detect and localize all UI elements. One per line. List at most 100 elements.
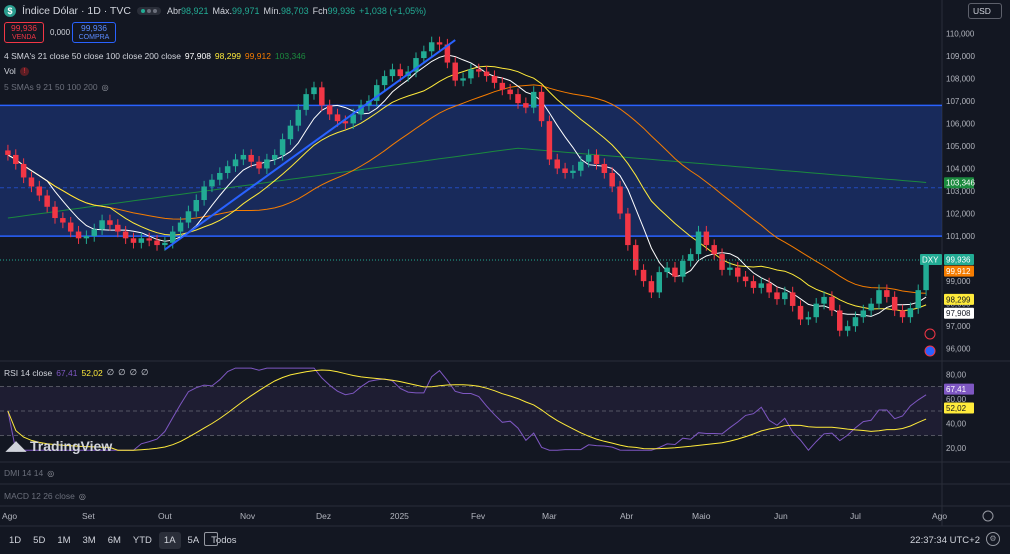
eye-hidden-icon[interactable]: ◎ <box>78 491 86 501</box>
range-button-1a[interactable]: 1A <box>158 532 181 549</box>
candle-body[interactable] <box>491 76 498 83</box>
rsi-tag[interactable] <box>944 402 974 414</box>
us-flag-event-icon[interactable] <box>924 345 936 357</box>
time-axis-settings-icon[interactable] <box>982 510 994 522</box>
candle-body[interactable] <box>923 259 929 291</box>
candle-body[interactable] <box>287 125 294 140</box>
candle-body[interactable] <box>177 222 184 232</box>
candle-body[interactable] <box>609 172 615 187</box>
candle-body[interactable] <box>13 154 19 164</box>
candle-body[interactable] <box>107 220 113 225</box>
candle-body[interactable] <box>852 317 859 327</box>
candle-body[interactable] <box>468 69 474 79</box>
trend-line[interactable] <box>164 39 456 251</box>
price-tag[interactable] <box>944 265 974 277</box>
eye-hidden-icon[interactable]: ◎ <box>101 82 109 92</box>
candle-body[interactable] <box>397 69 404 77</box>
candle-body[interactable] <box>648 281 655 293</box>
alert-event-icon[interactable] <box>924 328 936 340</box>
market-status-dots[interactable] <box>136 7 161 15</box>
candle-body[interactable] <box>915 290 921 309</box>
range-button-5d[interactable]: 5D <box>33 535 46 546</box>
candle-body[interactable] <box>695 231 702 255</box>
candle-body[interactable] <box>625 213 631 246</box>
candle-body[interactable] <box>797 305 804 320</box>
candle-body[interactable] <box>303 94 309 110</box>
candle-body[interactable] <box>350 114 356 124</box>
candle-body[interactable] <box>483 71 490 77</box>
range-button-1d[interactable]: 1D <box>9 535 22 546</box>
price-tag[interactable] <box>944 177 974 189</box>
tradingview-logo[interactable]: ◢◣ TradingView <box>6 438 112 454</box>
candle-body[interactable] <box>719 254 725 270</box>
candle-body[interactable] <box>734 267 741 277</box>
candle-body[interactable] <box>326 105 333 115</box>
price-tag[interactable] <box>944 254 974 266</box>
dxy-tag[interactable] <box>920 254 942 266</box>
candle-body[interactable] <box>899 310 906 318</box>
candle-body[interactable] <box>240 154 247 160</box>
candle-body[interactable] <box>664 267 670 273</box>
candle-body[interactable] <box>83 236 90 239</box>
candle-body[interactable] <box>36 186 43 196</box>
candle-body[interactable] <box>687 254 694 261</box>
candle-body[interactable] <box>750 281 757 288</box>
candle-body[interactable] <box>271 154 278 160</box>
candle-body[interactable] <box>907 308 914 318</box>
candle-body[interactable] <box>868 303 874 311</box>
candle-body[interactable] <box>75 231 82 239</box>
candle-body[interactable] <box>876 290 882 304</box>
sma21-line[interactable] <box>7 54 927 317</box>
candle-body[interactable] <box>515 94 521 104</box>
candle-body[interactable] <box>774 292 780 300</box>
candle-body[interactable] <box>224 166 231 173</box>
candle-body[interactable] <box>311 87 317 95</box>
candle-body[interactable] <box>193 200 200 212</box>
rsi-ma-line[interactable] <box>7 369 927 451</box>
candle-body[interactable] <box>829 296 835 311</box>
candle-body[interactable] <box>115 224 121 232</box>
candle-body[interactable] <box>209 179 215 187</box>
candle-body[interactable] <box>28 177 35 187</box>
alert-icon[interactable]: ! <box>19 66 29 76</box>
candle-body[interactable] <box>452 62 458 81</box>
candle-body[interactable] <box>562 168 568 173</box>
candle-body[interactable] <box>154 240 160 246</box>
candle-body[interactable] <box>185 211 192 223</box>
candle-body[interactable] <box>860 310 867 318</box>
candle-body[interactable] <box>413 58 419 72</box>
candle-body[interactable] <box>122 231 129 239</box>
candle-body[interactable] <box>44 195 50 207</box>
candle-body[interactable] <box>884 290 890 297</box>
range-button-todos[interactable]: Todos <box>211 535 237 546</box>
candle-body[interactable] <box>162 242 168 246</box>
candle-body[interactable] <box>279 139 286 155</box>
candle-body[interactable] <box>805 317 812 320</box>
settings-gear-icon[interactable]: ⚙ <box>986 532 1000 546</box>
range-button-5a[interactable]: 5A <box>187 535 200 546</box>
candle-body[interactable] <box>248 154 254 162</box>
range-button-3m[interactable]: 3M <box>82 535 96 546</box>
candle-body[interactable] <box>476 69 482 72</box>
range-button-ytd[interactable]: YTD <box>132 535 152 546</box>
clock[interactable]: 22:37:34 UTC+2 <box>910 535 980 546</box>
buy-button[interactable]: 99,936 COMPRA <box>72 22 116 43</box>
candle-body[interactable] <box>60 218 66 223</box>
currency-button[interactable]: USD <box>968 3 1002 19</box>
candle-body[interactable] <box>130 238 137 243</box>
candle-body[interactable] <box>789 292 796 306</box>
candle-body[interactable] <box>837 310 843 331</box>
candle-body[interactable] <box>632 245 639 270</box>
candle-body[interactable] <box>421 51 427 59</box>
candle-body[interactable] <box>444 44 451 63</box>
price-zone[interactable] <box>0 105 942 237</box>
candle-body[interactable] <box>334 114 341 122</box>
candle-body[interactable] <box>146 238 152 241</box>
candle-body[interactable] <box>319 87 325 106</box>
candle-body[interactable] <box>358 105 364 115</box>
rsi-legend[interactable]: RSI 14 close 67,41 52,02 ∅ ∅ ∅ ∅ <box>4 367 148 378</box>
volume-legend[interactable]: Vol ! <box>4 66 29 76</box>
sma50-line[interactable] <box>7 65 927 312</box>
candle-body[interactable] <box>578 161 584 171</box>
candle-body[interactable] <box>374 85 380 101</box>
